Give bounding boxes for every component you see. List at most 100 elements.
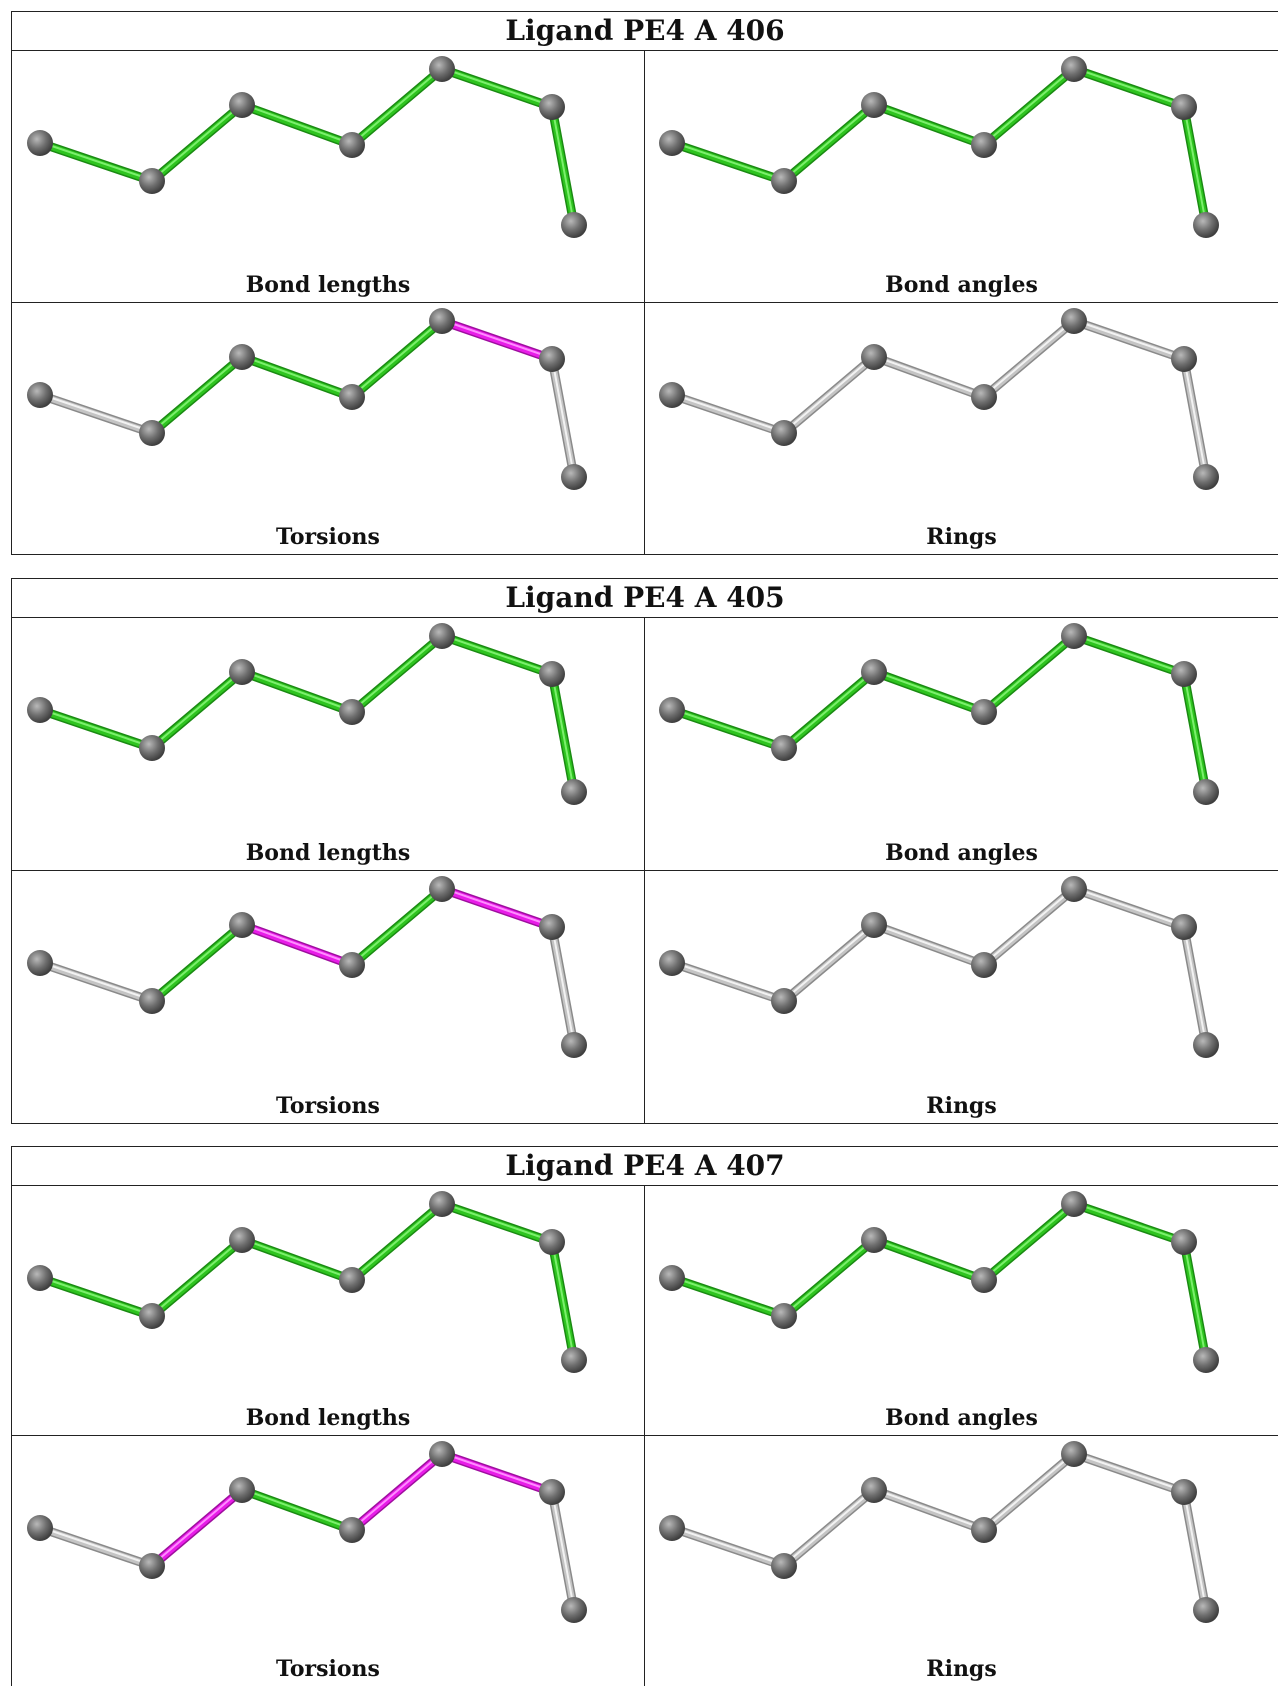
bond-3 [869, 352, 989, 401]
atom-3 [861, 343, 887, 370]
ligand-title: Ligand PE4 A 406 [12, 12, 1278, 51]
bond-2 [147, 1235, 247, 1321]
atom-1 [27, 130, 53, 156]
bond-angles-panel: Bond angles [645, 618, 1278, 871]
bond-6 [547, 669, 579, 797]
atom-3 [229, 343, 255, 370]
panel-grid: Bond lengths Bond angles Torsions Rings [12, 51, 1278, 554]
atom-2 [139, 1553, 165, 1579]
atom-5 [429, 1191, 455, 1217]
atom-6 [1171, 661, 1197, 687]
bond-2 [779, 352, 879, 437]
bond-angles-panel: Bond angles [645, 1186, 1278, 1436]
atom-2 [139, 168, 165, 194]
panel-grid: Bond lengths Bond angles Torsions Rings [12, 1186, 1278, 1686]
bond-3 [869, 667, 989, 717]
bond-4 [347, 1449, 447, 1535]
torsions-panel: Torsions [12, 870, 645, 1123]
atom-1 [659, 381, 685, 408]
atom-2 [139, 987, 165, 1014]
atom-3 [861, 659, 887, 685]
atom-7 [561, 1031, 587, 1058]
atom-4 [971, 951, 997, 978]
atom-4 [339, 951, 365, 978]
bond-3 [869, 100, 989, 150]
bond-lengths-panel: Bond lengths [12, 51, 645, 303]
rings-panel: Rings [645, 871, 1278, 1124]
atom-6 [1171, 1479, 1197, 1505]
panel-label: Bond lengths [245, 1405, 411, 1431]
atom-6 [1171, 94, 1197, 120]
bond-5 [437, 1449, 557, 1497]
atom-4 [971, 132, 997, 158]
bond-3 [869, 1485, 989, 1535]
bond-6 [1179, 102, 1211, 230]
atom-2 [139, 419, 165, 446]
bond-3 [237, 1485, 357, 1535]
bond-4 [979, 1199, 1079, 1285]
atom-7 [561, 212, 587, 238]
panel-label: Rings [926, 1656, 997, 1682]
atom-7 [561, 463, 587, 490]
atom-5 [429, 875, 455, 902]
bond-1 [35, 705, 157, 753]
bond-6 [1179, 669, 1211, 797]
torsions-panel: Torsions [12, 1436, 645, 1686]
bond-2 [147, 1485, 247, 1571]
atom-1 [659, 1515, 685, 1541]
bond-lengths-panel: Bond lengths [12, 618, 645, 871]
atom-3 [229, 911, 255, 938]
atom-4 [339, 132, 365, 158]
panel-label: Torsions [276, 1093, 380, 1119]
bond-6 [1179, 1237, 1211, 1365]
bond-5 [1069, 316, 1189, 363]
bond-6 [1179, 1487, 1211, 1615]
bond-1 [35, 1523, 157, 1571]
atom-4 [339, 383, 365, 410]
atom-6 [539, 345, 565, 372]
bond-5 [1069, 631, 1189, 679]
panel-label: Bond angles [885, 839, 1038, 866]
bond-5 [1069, 64, 1189, 112]
atom-5 [1061, 56, 1087, 82]
bond-2 [779, 100, 879, 186]
ligand-table: Ligand PE4 A 406 Bond lengths Bond angle… [11, 11, 1278, 555]
atom-5 [429, 623, 455, 649]
bond-6 [547, 354, 579, 481]
bond-6 [547, 922, 579, 1049]
atom-6 [539, 913, 565, 940]
bond-1 [667, 1523, 789, 1571]
bond-5 [437, 1199, 557, 1247]
molecule-diagram [659, 623, 1219, 805]
bond-6 [1179, 354, 1211, 481]
atom-7 [1193, 212, 1219, 238]
bond-1 [667, 1273, 789, 1321]
atom-6 [1171, 913, 1197, 940]
bond-1 [667, 705, 789, 753]
panel-label: Torsions [276, 1656, 380, 1682]
atom-6 [539, 1229, 565, 1255]
molecule-diagram [27, 623, 587, 805]
molecule-diagram [659, 875, 1219, 1058]
atom-3 [861, 1227, 887, 1253]
atom-5 [429, 1441, 455, 1467]
bond-2 [147, 352, 247, 437]
bond-4 [347, 884, 447, 969]
bond-1 [667, 138, 789, 186]
bond-3 [237, 1235, 357, 1285]
atom-5 [1061, 1441, 1087, 1467]
panel-grid: Bond lengths Bond angles Torsions Rings [12, 618, 1278, 1123]
atom-6 [539, 661, 565, 687]
bond-3 [237, 100, 357, 150]
atom-1 [27, 949, 53, 976]
atom-1 [27, 697, 53, 723]
bond-5 [1069, 884, 1189, 931]
torsions-panel: Torsions [12, 302, 645, 554]
bond-2 [779, 920, 879, 1005]
atom-2 [139, 1303, 165, 1329]
atom-1 [659, 949, 685, 976]
bond-lengths-panel: Bond lengths [12, 1186, 645, 1436]
atom-2 [771, 1303, 797, 1329]
panel-label: Bond lengths [245, 271, 411, 298]
atom-1 [27, 1515, 53, 1541]
